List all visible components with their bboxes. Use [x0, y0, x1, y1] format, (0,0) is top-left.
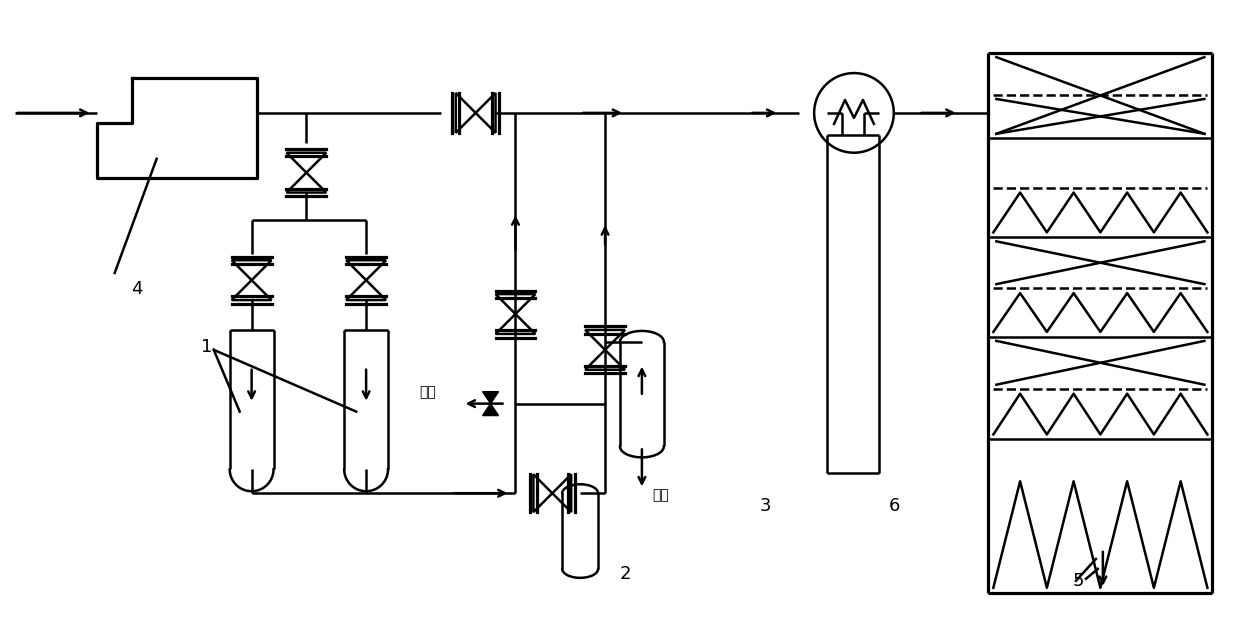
- Text: 火炬: 火炬: [419, 386, 435, 399]
- Text: 3: 3: [759, 497, 771, 515]
- Text: 2: 2: [620, 565, 631, 583]
- Text: 排污: 排污: [652, 488, 668, 502]
- Text: 6: 6: [889, 497, 900, 515]
- Text: 1: 1: [201, 338, 212, 356]
- Polygon shape: [482, 392, 498, 404]
- Polygon shape: [482, 404, 498, 416]
- Text: 4: 4: [131, 280, 143, 298]
- Text: 5: 5: [1073, 572, 1085, 590]
